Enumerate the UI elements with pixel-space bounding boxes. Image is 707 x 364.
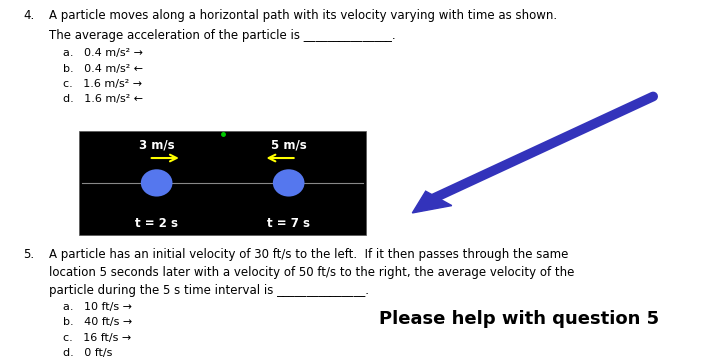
Text: b.   0.4 m/s² ←: b. 0.4 m/s² ←: [63, 64, 143, 74]
Text: d.   0 ft/s: d. 0 ft/s: [63, 348, 112, 358]
Text: 4.: 4.: [23, 9, 35, 22]
Text: d.   1.6 m/s² ←: d. 1.6 m/s² ←: [63, 94, 143, 104]
Polygon shape: [412, 191, 452, 213]
Text: t = 7 s: t = 7 s: [267, 217, 310, 230]
Text: t = 2 s: t = 2 s: [135, 217, 178, 230]
Text: location 5 seconds later with a velocity of 50 ft/s to the right, the average ve: location 5 seconds later with a velocity…: [49, 266, 575, 279]
Ellipse shape: [141, 169, 173, 197]
Ellipse shape: [273, 169, 305, 197]
Text: A particle has an initial velocity of 30 ft/s to the left.  If it then passes th: A particle has an initial velocity of 30…: [49, 248, 569, 261]
Text: A particle moves along a horizontal path with its velocity varying with time as : A particle moves along a horizontal path…: [49, 9, 558, 22]
Text: b.   40 ft/s →: b. 40 ft/s →: [63, 317, 132, 327]
Text: a.   10 ft/s →: a. 10 ft/s →: [63, 302, 132, 312]
Text: The average acceleration of the particle is _______________.: The average acceleration of the particle…: [49, 29, 396, 42]
Text: 5.: 5.: [23, 248, 34, 261]
Text: c.   16 ft/s →: c. 16 ft/s →: [63, 333, 131, 343]
Text: particle during the 5 s time interval is _______________.: particle during the 5 s time interval is…: [49, 284, 370, 297]
Text: a.   0.4 m/s² →: a. 0.4 m/s² →: [63, 48, 143, 58]
Text: c.   1.6 m/s² →: c. 1.6 m/s² →: [63, 79, 142, 89]
Text: 5 m/s: 5 m/s: [271, 138, 307, 151]
Text: Please help with question 5: Please help with question 5: [380, 310, 660, 328]
Bar: [79, 131, 366, 235]
Text: 3 m/s: 3 m/s: [139, 138, 175, 151]
